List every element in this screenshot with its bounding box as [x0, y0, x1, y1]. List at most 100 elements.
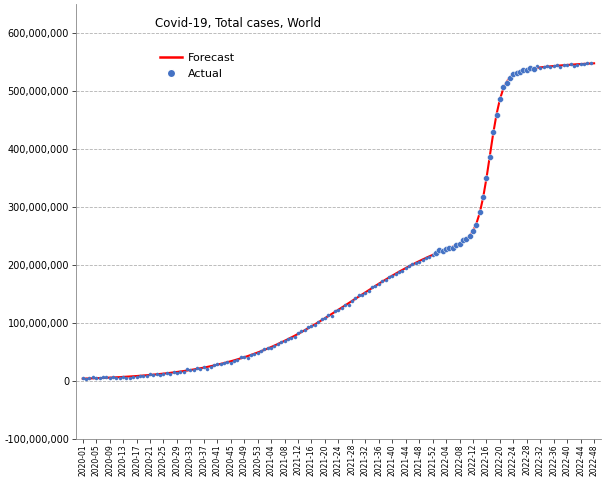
- Point: [142, 372, 151, 380]
- Point: [367, 283, 377, 291]
- Point: [179, 368, 189, 375]
- Point: [186, 366, 195, 374]
- Point: [169, 368, 178, 376]
- Point: [354, 291, 364, 299]
- Point: [465, 232, 474, 240]
- Point: [310, 321, 319, 329]
- Point: [505, 74, 515, 82]
- Point: [414, 259, 424, 266]
- Point: [320, 314, 330, 322]
- Point: [98, 373, 108, 381]
- Point: [364, 287, 373, 294]
- Point: [209, 361, 219, 369]
- Point: [313, 318, 323, 326]
- Point: [135, 372, 145, 379]
- Point: [387, 272, 397, 280]
- Point: [243, 354, 252, 361]
- Point: [471, 221, 481, 228]
- Point: [417, 256, 427, 264]
- Point: [111, 374, 121, 382]
- Point: [421, 254, 431, 262]
- Point: [549, 62, 558, 70]
- Point: [128, 373, 138, 381]
- Point: [253, 349, 263, 357]
- Point: [529, 65, 538, 73]
- Point: [333, 306, 343, 313]
- Point: [361, 289, 370, 297]
- Point: [273, 340, 283, 348]
- Point: [350, 295, 360, 302]
- Point: [579, 60, 589, 67]
- Point: [307, 322, 316, 330]
- Point: [229, 357, 239, 365]
- Point: [145, 370, 155, 377]
- Point: [226, 359, 235, 366]
- Point: [408, 261, 417, 268]
- Point: [340, 301, 350, 309]
- Point: [451, 241, 461, 249]
- Point: [492, 112, 502, 120]
- Point: [397, 267, 407, 275]
- Point: [195, 365, 205, 373]
- Point: [260, 345, 269, 353]
- Point: [495, 95, 505, 103]
- Point: [115, 373, 125, 381]
- Point: [347, 297, 357, 305]
- Point: [555, 63, 565, 71]
- Point: [152, 371, 162, 378]
- Point: [216, 360, 226, 368]
- Point: [165, 370, 175, 378]
- Point: [139, 372, 148, 380]
- Point: [263, 344, 273, 351]
- Point: [159, 370, 168, 378]
- Point: [488, 129, 498, 136]
- Point: [337, 304, 347, 312]
- Point: [566, 60, 575, 68]
- Point: [256, 347, 266, 355]
- Point: [381, 276, 390, 283]
- Point: [445, 244, 454, 252]
- Point: [132, 373, 142, 381]
- Point: [324, 311, 333, 319]
- Point: [569, 62, 579, 70]
- Point: [535, 64, 545, 72]
- Point: [102, 373, 111, 381]
- Point: [563, 61, 572, 69]
- Point: [455, 240, 465, 247]
- Point: [246, 351, 256, 359]
- Point: [546, 63, 555, 71]
- Point: [276, 338, 286, 346]
- Point: [384, 273, 394, 281]
- Point: [431, 249, 441, 257]
- Point: [394, 268, 404, 276]
- Point: [233, 356, 243, 363]
- Point: [287, 335, 296, 342]
- Point: [559, 61, 569, 69]
- Point: [525, 64, 535, 72]
- Point: [552, 61, 562, 69]
- Point: [371, 282, 381, 289]
- Point: [206, 363, 215, 371]
- Point: [411, 259, 420, 267]
- Point: [266, 344, 276, 352]
- Point: [270, 342, 280, 349]
- Point: [583, 60, 592, 67]
- Point: [586, 60, 595, 67]
- Text: Covid-19, Total cases, World: Covid-19, Total cases, World: [155, 17, 321, 30]
- Point: [162, 369, 172, 377]
- Point: [576, 60, 586, 67]
- Point: [425, 253, 434, 261]
- Point: [300, 326, 310, 334]
- Point: [509, 71, 518, 78]
- Legend: Forecast, Actual: Forecast, Actual: [160, 53, 235, 79]
- Point: [357, 291, 367, 299]
- Point: [280, 337, 289, 345]
- Point: [522, 66, 532, 74]
- Point: [303, 324, 313, 331]
- Point: [404, 262, 414, 270]
- Point: [118, 373, 128, 381]
- Point: [542, 62, 552, 70]
- Point: [296, 327, 306, 335]
- Point: [175, 368, 185, 376]
- Point: [572, 61, 582, 69]
